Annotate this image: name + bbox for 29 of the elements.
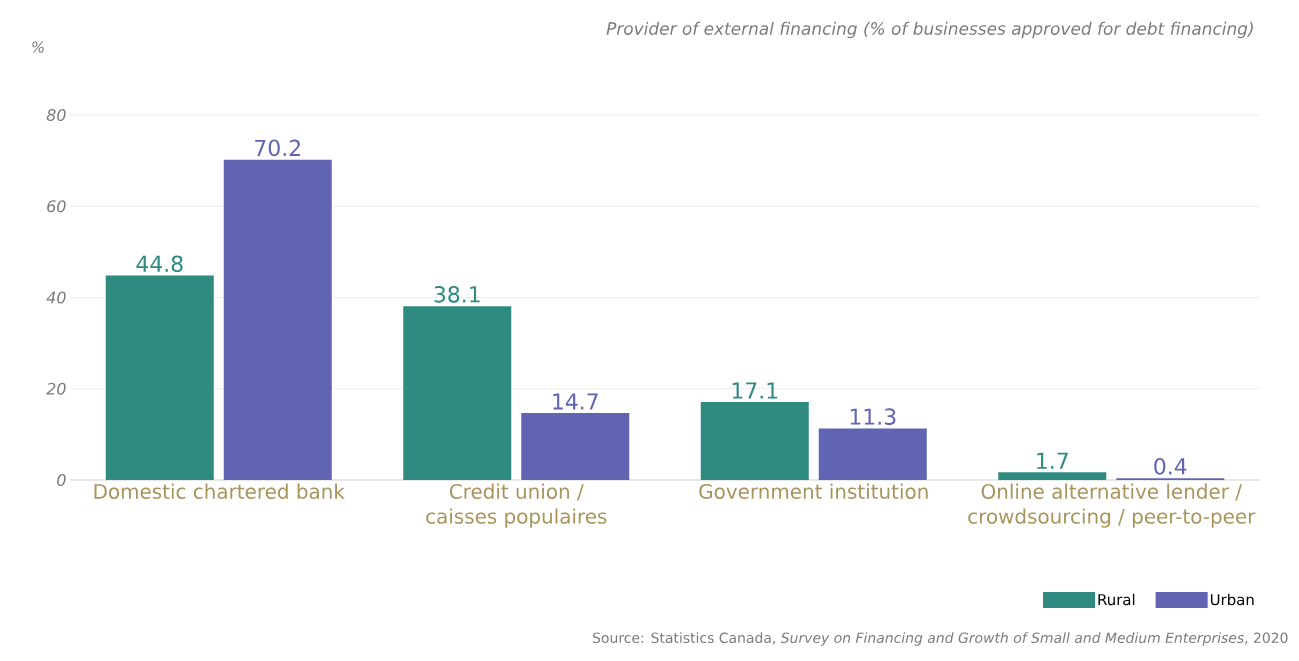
x-tick-label: Credit union / caisses populaires [426,483,607,528]
data-label: 11.3 [850,408,896,425]
data-label: 14.7 [553,393,598,410]
data-label: 70.2 [255,139,300,157]
data-label: 38.1 [434,286,480,303]
bar [105,275,214,480]
y-tick-label: 0 [57,473,66,487]
bar [998,472,1107,480]
data-label: 0.4 [1154,458,1187,475]
x-tick-label: Online alternative lender / crowdsourcing / peer-to-peer [968,483,1256,528]
y-tick-label: 20 [46,382,66,395]
y-tick-label: 40 [46,291,66,304]
legend-label: Rural [1098,593,1135,606]
bar [700,401,809,480]
source-note: Source: Statistics Canada, Survey on Financing and Growth of Small and Medium Enterprises, 2020 [593,632,1288,646]
y-tick-label: 80 [46,108,66,122]
data-label: 44.8 [136,255,183,273]
legend-label: Urban [1210,593,1254,606]
bar [521,412,630,480]
x-tick-label: Government institution [699,483,928,499]
bar [818,428,927,480]
chart-title: Provider of external financing (% of businesses approved for debt financing) [606,21,1253,39]
data-label: 1.7 [1037,452,1068,469]
y-tick-label: 60 [47,200,66,213]
bar [223,159,332,480]
data-label: 17.1 [732,382,778,399]
bar [403,306,512,480]
y-axis-title: % [32,41,44,53]
x-tick-label: Domestic chartered bank [94,483,345,499]
